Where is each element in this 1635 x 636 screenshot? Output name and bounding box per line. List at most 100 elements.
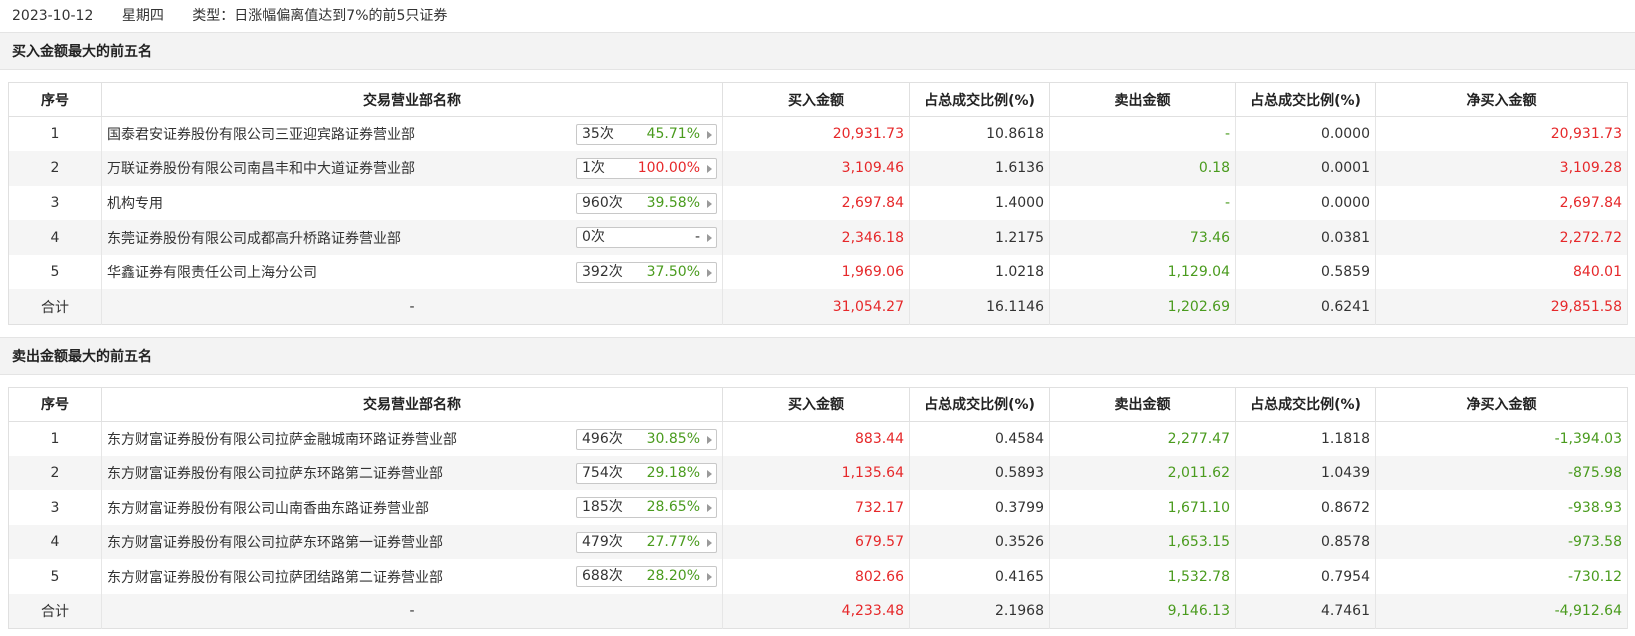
- listing-rate: 28.20%: [646, 568, 700, 585]
- total-label: 合计: [8, 594, 102, 629]
- table-row: 5 东方财富证券股份有限公司拉萨团结路第二证券营业部 688次 28.20% 802.6…: [8, 559, 1628, 595]
- total-net-amount: -4,912.64: [1375, 594, 1628, 629]
- buy-ratio: 0.3799: [909, 490, 1050, 525]
- net-amount: 2,697.84: [1375, 185, 1628, 221]
- sell-ratio: 1.1818: [1235, 421, 1376, 456]
- branch-name[interactable]: 东方财富证券股份有限公司山南香曲东路证券营业部: [107, 500, 429, 517]
- branch-cell: 机构专用 960次 39.58%: [101, 185, 723, 221]
- total-sell-amount: 9,146.13: [1049, 594, 1236, 629]
- total-branch: -: [101, 594, 723, 629]
- sell-amount: 1,532.78: [1049, 559, 1236, 595]
- listing-rate: 100.00%: [637, 160, 700, 177]
- net-amount: 840.01: [1375, 254, 1628, 290]
- buy-ratio: 1.2175: [909, 220, 1050, 255]
- col-header-branch: 交易营业部名称: [101, 82, 723, 117]
- caret-right-icon: [707, 165, 712, 174]
- branch-stats-dropdown[interactable]: 392次 37.50%: [576, 261, 717, 283]
- branch-stats-dropdown[interactable]: 960次 39.58%: [576, 192, 717, 214]
- net-amount: -938.93: [1375, 490, 1628, 525]
- col-header-branch: 交易营业部名称: [101, 387, 723, 422]
- total-branch: -: [101, 289, 723, 325]
- col-header-sell: 卖出金额: [1049, 82, 1236, 117]
- listing-count: 35次: [582, 126, 614, 142]
- branch-stats-dropdown[interactable]: 688次 28.20%: [576, 566, 717, 588]
- table-row: 5 华鑫证券有限责任公司上海分公司 392次 37.50% 1,969.06 1.0218…: [8, 254, 1628, 290]
- sell-ratio: 0.8672: [1235, 490, 1376, 525]
- caret-right-icon: [707, 234, 712, 243]
- listing-count: 960次: [582, 194, 623, 211]
- buy-ratio: 10.8618: [909, 116, 1050, 152]
- branch-stats-dropdown[interactable]: 754次 29.18%: [576, 462, 717, 484]
- branch-stats-dropdown[interactable]: 35次 45.71%: [576, 124, 717, 145]
- branch-name[interactable]: 华鑫证券有限责任公司上海分公司: [107, 265, 317, 282]
- branch-stats-dropdown[interactable]: 1次 100.00%: [576, 158, 717, 180]
- buy-ratio: 1.6136: [909, 151, 1050, 186]
- row-index: 1: [8, 116, 102, 152]
- branch-name[interactable]: 机构专用: [107, 195, 163, 212]
- row-index: 3: [8, 490, 102, 525]
- branch-cell: 东方财富证券股份有限公司拉萨金融城南环路证券营业部 496次 30.85%: [101, 421, 723, 456]
- total-buy-amount: 31,054.27: [722, 289, 910, 325]
- buy-amount: 883.44: [722, 421, 910, 456]
- total-buy-ratio: 16.1146: [909, 289, 1050, 325]
- row-index: 4: [8, 524, 102, 560]
- sell-ratio: 0.8578: [1235, 524, 1376, 560]
- total-buy-amount: 4,233.48: [722, 594, 910, 629]
- sell-ratio: 1.0439: [1235, 455, 1376, 491]
- branch-cell: 东方财富证券股份有限公司拉萨东环路第二证券营业部 754次 29.18%: [101, 455, 723, 491]
- branch-name[interactable]: 东方财富证券股份有限公司拉萨团结路第二证券营业部: [107, 569, 443, 586]
- branch-cell: 东方财富证券股份有限公司拉萨团结路第二证券营业部 688次 28.20%: [101, 559, 723, 595]
- buy-ratio: 0.3526: [909, 524, 1050, 560]
- net-amount: 2,272.72: [1375, 220, 1628, 255]
- sell-amount: 0.18: [1049, 151, 1236, 186]
- col-header-sell-ratio: 占总成交比例(%): [1235, 82, 1376, 117]
- row-index: 4: [8, 220, 102, 255]
- list-type: 类型：日涨幅偏离值达到7%的前5只证券: [192, 8, 448, 24]
- col-header-net: 净买入金额: [1375, 387, 1628, 422]
- branch-stats-dropdown[interactable]: 496次 30.85%: [576, 428, 717, 450]
- sell-ratio: 0.5859: [1235, 254, 1376, 290]
- branch-name[interactable]: 东方财富证券股份有限公司拉萨东环路第二证券营业部: [107, 465, 443, 482]
- col-header-buy: 买入金额: [722, 82, 910, 117]
- sell-table-body: 1 东方财富证券股份有限公司拉萨金融城南环路证券营业部 496次 30.85% 883.…: [8, 421, 1628, 629]
- row-index: 1: [8, 421, 102, 456]
- caret-right-icon: [707, 435, 712, 444]
- buy-section-title: 买入金额最大的前五名: [0, 32, 1635, 70]
- branch-stats-dropdown[interactable]: 479次 27.77%: [576, 531, 717, 553]
- row-index: 2: [8, 455, 102, 491]
- buy-amount: 1,969.06: [722, 254, 910, 290]
- total-sell-amount: 1,202.69: [1049, 289, 1236, 325]
- sell-ratio: 0.0000: [1235, 116, 1376, 152]
- branch-name[interactable]: 东方财富证券股份有限公司拉萨东环路第一证券营业部: [107, 535, 443, 552]
- branch-name[interactable]: 东方财富证券股份有限公司拉萨金融城南环路证券营业部: [107, 431, 457, 448]
- listing-count: 496次: [582, 430, 623, 447]
- total-sell-ratio: 4.7461: [1235, 594, 1376, 629]
- branch-stats-dropdown[interactable]: 0次 -: [576, 227, 717, 249]
- sell-ratio: 0.7954: [1235, 559, 1376, 595]
- col-header-buy: 买入金额: [722, 387, 910, 422]
- branch-name[interactable]: 万联证券股份有限公司南昌丰和中大道证券营业部: [107, 161, 415, 178]
- listing-rate: 37.50%: [646, 263, 700, 280]
- table-row: 2 万联证券股份有限公司南昌丰和中大道证券营业部 1次 100.00% 3,109.46…: [8, 151, 1628, 186]
- col-header-net: 净买入金额: [1375, 82, 1628, 117]
- branch-name[interactable]: 国泰君安证券股份有限公司三亚迎宾路证券营业部: [107, 127, 415, 144]
- sell-amount: 1,671.10: [1049, 490, 1236, 525]
- buy-amount: 2,346.18: [722, 220, 910, 255]
- buy-top5-table: 序号 交易营业部名称 买入金额 占总成交比例(%) 卖出金额 占总成交比例(%)…: [8, 82, 1628, 325]
- caret-right-icon: [707, 538, 712, 547]
- net-amount: -875.98: [1375, 455, 1628, 491]
- branch-name[interactable]: 东莞证券股份有限公司成都高升桥路证券营业部: [107, 230, 401, 247]
- table-row: 1 国泰君安证券股份有限公司三亚迎宾路证券营业部 35次 45.71% 20,931.7…: [8, 116, 1628, 152]
- listing-count: 392次: [582, 263, 623, 280]
- listing-rate: -: [694, 229, 700, 246]
- caret-right-icon: [707, 199, 712, 208]
- buy-amount: 20,931.73: [722, 116, 910, 152]
- sell-table-wrap: 序号 交易营业部名称 买入金额 占总成交比例(%) 卖出金额 占总成交比例(%)…: [0, 375, 1635, 630]
- sell-amount: 2,277.47: [1049, 421, 1236, 456]
- table-row: 1 东方财富证券股份有限公司拉萨金融城南环路证券营业部 496次 30.85% 883.…: [8, 421, 1628, 456]
- total-label: 合计: [8, 289, 102, 325]
- top-info-bar: 2023-10-12 星期四 类型：日涨幅偏离值达到7%的前5只证券: [0, 0, 1635, 32]
- branch-stats-dropdown[interactable]: 185次 28.65%: [576, 497, 717, 519]
- total-net-amount: 29,851.58: [1375, 289, 1628, 325]
- listing-count: 1次: [582, 160, 605, 177]
